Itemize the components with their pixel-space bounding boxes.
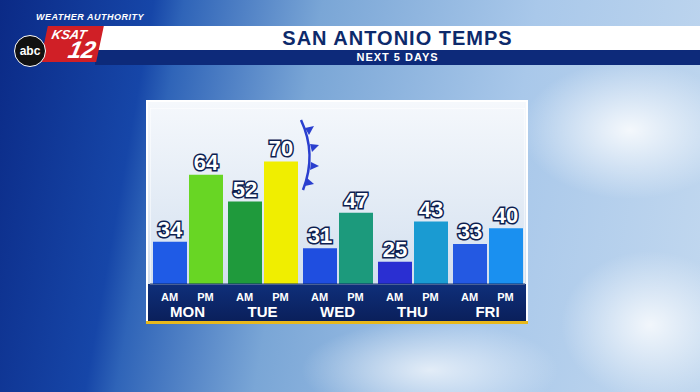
svg-text:70: 70	[269, 136, 293, 161]
svg-text:TUE: TUE	[248, 303, 278, 320]
svg-text:PM: PM	[497, 291, 514, 303]
svg-text:AM: AM	[236, 291, 253, 303]
svg-text:WED: WED	[320, 303, 355, 320]
svg-text:43: 43	[419, 197, 443, 222]
html-text:KSAT: KSAT	[50, 27, 89, 42]
svg-text:64: 64	[194, 150, 219, 175]
svg-text:AM: AM	[386, 291, 403, 303]
svg-text:33: 33	[458, 219, 482, 244]
svg-text:25: 25	[383, 237, 407, 262]
svg-text:FRI: FRI	[475, 303, 499, 320]
svg-text:AM: AM	[311, 291, 328, 303]
svg-text:40: 40	[494, 203, 518, 228]
svg-text:52: 52	[233, 177, 257, 202]
svg-text:47: 47	[344, 188, 368, 213]
html-text:NEXT 5 DAYS: NEXT 5 DAYS	[356, 51, 439, 63]
html-text:WEATHER AUTHORITY: WEATHER AUTHORITY	[36, 12, 144, 22]
svg-text:PM: PM	[347, 291, 364, 303]
svg-text:31: 31	[308, 223, 332, 248]
svg-text:AM: AM	[161, 291, 178, 303]
svg-text:PM: PM	[422, 291, 439, 303]
svg-text:AM: AM	[461, 291, 478, 303]
svg-text:PM: PM	[272, 291, 289, 303]
html-text:abc: abc	[19, 44, 41, 58]
svg-text:PM: PM	[197, 291, 214, 303]
svg-text:34: 34	[158, 217, 183, 242]
svg-text:THU: THU	[397, 303, 428, 320]
html-text:12: 12	[66, 36, 99, 63]
svg-text:MON: MON	[170, 303, 205, 320]
html-text:SAN ANTONIO TEMPS: SAN ANTONIO TEMPS	[282, 27, 513, 49]
